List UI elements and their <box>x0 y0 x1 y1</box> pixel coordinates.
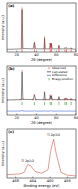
data-group <box>7 7 76 52</box>
x-tick <box>36 114 37 116</box>
x-tick-label: 20 <box>15 53 19 57</box>
plot-frame <box>7 129 76 178</box>
series-line <box>7 139 76 176</box>
plot-frame <box>7 3 76 52</box>
x-tick <box>50 177 51 179</box>
series-line <box>7 10 76 50</box>
stem <box>64 49 65 52</box>
x-tick <box>15 177 16 179</box>
series-line <box>7 72 76 100</box>
stem <box>44 102 45 105</box>
x-tick-label: 40 <box>34 53 38 57</box>
stem <box>50 43 51 52</box>
x-tick <box>76 51 77 53</box>
figure: 204060802θ (degree)Intensity (a.u.)(a)20… <box>0 0 78 189</box>
y-axis-label: Intensity (a.u.) <box>1 14 5 40</box>
stem <box>22 102 23 105</box>
stem <box>44 36 45 52</box>
x-tick <box>36 51 37 53</box>
annotation: Ti 2p3/2 <box>46 133 60 137</box>
x-tick <box>32 177 33 179</box>
x-tick-label: 456 <box>64 179 71 183</box>
x-tick-label: 40 <box>34 116 38 120</box>
legend-swatch <box>49 78 50 81</box>
x-tick <box>56 51 57 53</box>
stem <box>66 102 67 105</box>
x-tick <box>16 114 17 116</box>
x-tick-label: 60 <box>54 116 58 120</box>
x-tick-label: 80 <box>74 116 78 120</box>
panel: 468 464 460 456 Binding energy (eV) Intensity… <box>1 129 76 188</box>
x-tick <box>67 177 68 179</box>
x-tick <box>56 114 57 116</box>
stem <box>51 102 52 105</box>
data-group <box>7 70 76 111</box>
stem <box>34 102 35 105</box>
stem <box>51 43 52 52</box>
x-tick-label: 468 <box>12 179 19 183</box>
x-axis-label: 2θ (degree) <box>31 58 53 62</box>
x-tick-label: 460 <box>47 179 54 183</box>
legend-swatch <box>47 71 51 72</box>
stem <box>34 43 35 52</box>
plot-frame <box>7 66 76 115</box>
legend-swatch <box>47 75 51 76</box>
x-tick-label: 464 <box>30 179 37 183</box>
x-tick-label: 60 <box>54 53 58 57</box>
panel-title: (b) <box>8 66 14 71</box>
data-group <box>7 139 76 176</box>
annotation: Ti 2p1/2 <box>20 159 34 163</box>
x-axis-label: 2θ (degree) <box>31 121 53 125</box>
stem <box>58 46 59 52</box>
stem <box>58 102 59 105</box>
x-tick-label: 20 <box>15 116 19 120</box>
stem <box>22 7 23 52</box>
x-tick-label: 80 <box>74 53 78 57</box>
y-axis-label: Intensity (a.u.) <box>1 140 5 166</box>
legend-label: Bragg position <box>52 77 73 81</box>
series-line <box>7 110 76 112</box>
x-axis-label: Binding energy (eV) <box>24 184 60 188</box>
stem <box>64 102 65 105</box>
stem <box>50 102 51 105</box>
x-tick <box>76 114 77 116</box>
point <box>21 70 22 71</box>
y-axis-label: Intensity (a.u.) <box>1 77 5 103</box>
panel-title: (c) <box>8 129 14 134</box>
x-tick <box>16 51 17 53</box>
panel: 20 40 60 80 2θ (degree) Intensity (a.u.) (a) <box>1 3 78 62</box>
stem <box>71 102 72 105</box>
stem <box>66 49 67 52</box>
legend-swatch <box>48 68 49 69</box>
stem <box>71 48 72 52</box>
panel: 204060802θ (degree)Intensity (a.u.)(b)Ob… <box>1 66 78 125</box>
panel-title: (a) <box>8 3 14 8</box>
